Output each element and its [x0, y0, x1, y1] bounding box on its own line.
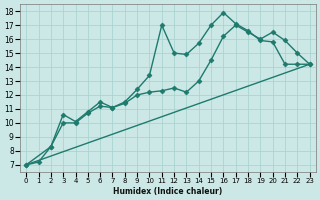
X-axis label: Humidex (Indice chaleur): Humidex (Indice chaleur)	[113, 187, 223, 196]
